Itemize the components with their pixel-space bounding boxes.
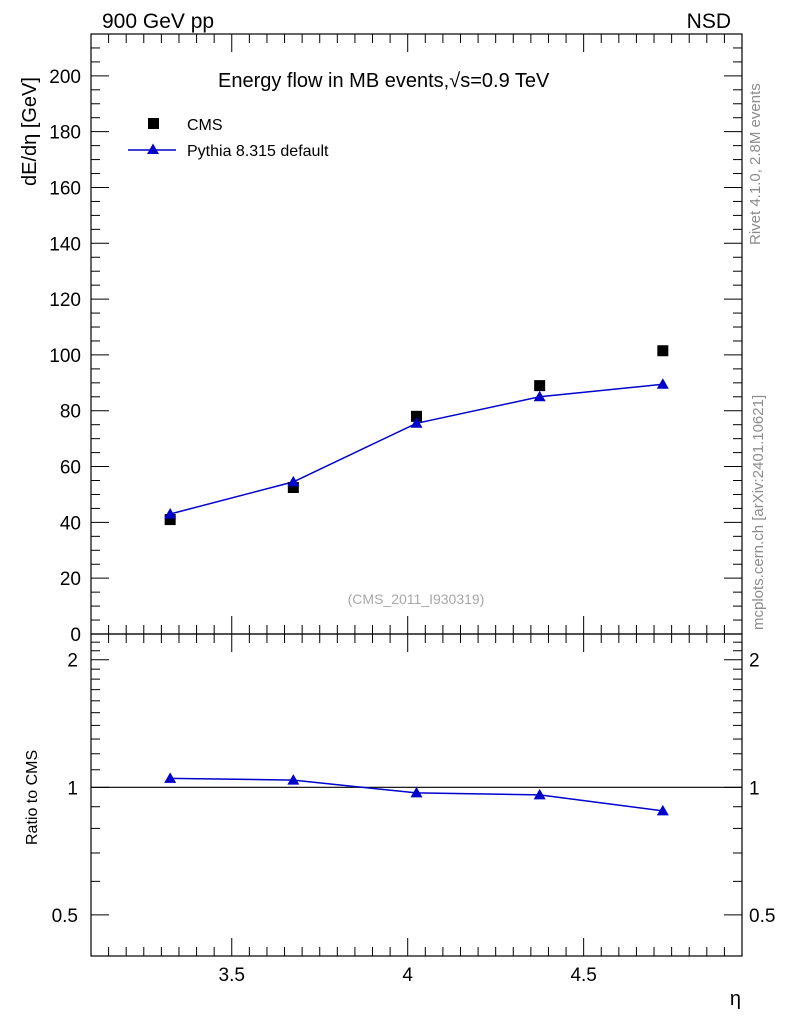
chart-title: Energy flow in MB events,√s=0.9 TeV: [218, 70, 550, 92]
ratio-pythia-point: [164, 772, 177, 783]
ratio-y-axis-label: Ratio to CMS: [24, 750, 41, 845]
ratio-pythia-point: [410, 786, 423, 798]
mcplots-reference-label: mcplots.cern.ch [arXiv:2401.10621]: [750, 395, 767, 630]
main-series-layer: [164, 345, 669, 526]
ratio-axis-ticks: [91, 634, 743, 956]
pythia-line: [169, 383, 663, 515]
legend: CMS Pythia 8.315 default: [128, 117, 329, 160]
x-tick-label: 4.5: [570, 965, 596, 986]
pythia-data-point: [656, 378, 669, 389]
chart-title-suffix: =0.9 TeV: [470, 70, 550, 92]
sqrt-symbol: √: [449, 70, 460, 92]
y-tick-label: 100: [49, 346, 81, 367]
legend-cms-label: CMS: [187, 117, 223, 134]
header-left-label: 900 GeV pp: [102, 10, 214, 33]
header-right-label: NSD: [687, 10, 731, 33]
ratio-y-tick-label-left: 1: [67, 778, 78, 799]
y-tick-label: 40: [60, 513, 81, 534]
y-tick-label: 80: [60, 402, 81, 423]
y-tick-label: 160: [49, 178, 81, 199]
y-tick-label: 0: [70, 625, 81, 646]
ratio-tick-labels: 0.5 0.5 1 1 2 2 3.5 4 4.5: [52, 651, 776, 986]
ratio-y-tick-label-right: 0.5: [749, 906, 775, 927]
ratio-series-layer: [91, 772, 742, 816]
ratio-y-tick-label-left: 0.5: [52, 906, 78, 927]
ratio-y-tick-label-right: 1: [749, 778, 760, 799]
pythia-data-point: [164, 508, 177, 519]
main-axis-ticks: [91, 33, 743, 635]
y-tick-label: 180: [49, 123, 81, 144]
y-tick-label: 60: [60, 458, 81, 479]
legend-pythia-label: Pythia 8.315 default: [187, 143, 329, 160]
ratio-y-tick-label-left: 2: [67, 651, 78, 672]
ratio-pythia-point: [656, 804, 669, 816]
rivet-version-label: Rivet 4.1.0, 2.8M events: [747, 83, 764, 245]
y-tick-label: 140: [49, 234, 81, 255]
cms-data-point: [164, 514, 176, 526]
pythia-data-point: [410, 417, 423, 428]
ratio-panel: 0.5 0.5 1 1 2 2 3.5 4 4.5 Ratio to CMS η: [24, 633, 776, 1010]
main-y-tick-labels: 0 20 40 60 80 100 120 140 160 180 200: [49, 67, 81, 646]
main-y-axis-label: dE/dη [GeV]: [19, 77, 41, 186]
cms-data-point: [657, 345, 669, 357]
pythia-data-point: [287, 475, 300, 487]
legend-cms-marker: [148, 118, 159, 129]
y-tick-label: 120: [49, 290, 81, 311]
ratio-pythia-point: [287, 774, 300, 785]
chart-title-sqrt-arg: s: [460, 70, 470, 92]
x-tick-label: 4: [402, 965, 413, 986]
analysis-watermark: (CMS_2011_I930319): [348, 591, 485, 607]
y-tick-label: 20: [60, 569, 81, 590]
x-axis-label: η: [730, 988, 741, 1010]
cms-data-point: [411, 410, 422, 422]
y-tick-label: 200: [49, 67, 81, 88]
pythia-data-point: [533, 390, 546, 402]
cms-data-point: [287, 481, 299, 493]
ratio-y-tick-label-right: 2: [749, 651, 760, 672]
ratio-plot-frame: [90, 633, 743, 957]
ratio-pythia-point: [533, 788, 546, 800]
cms-data-point: [534, 380, 546, 392]
x-tick-label: 3.5: [219, 965, 245, 986]
chart-title-prefix: Energy flow in MB events,: [218, 70, 449, 92]
legend-pythia-marker: [147, 143, 159, 154]
